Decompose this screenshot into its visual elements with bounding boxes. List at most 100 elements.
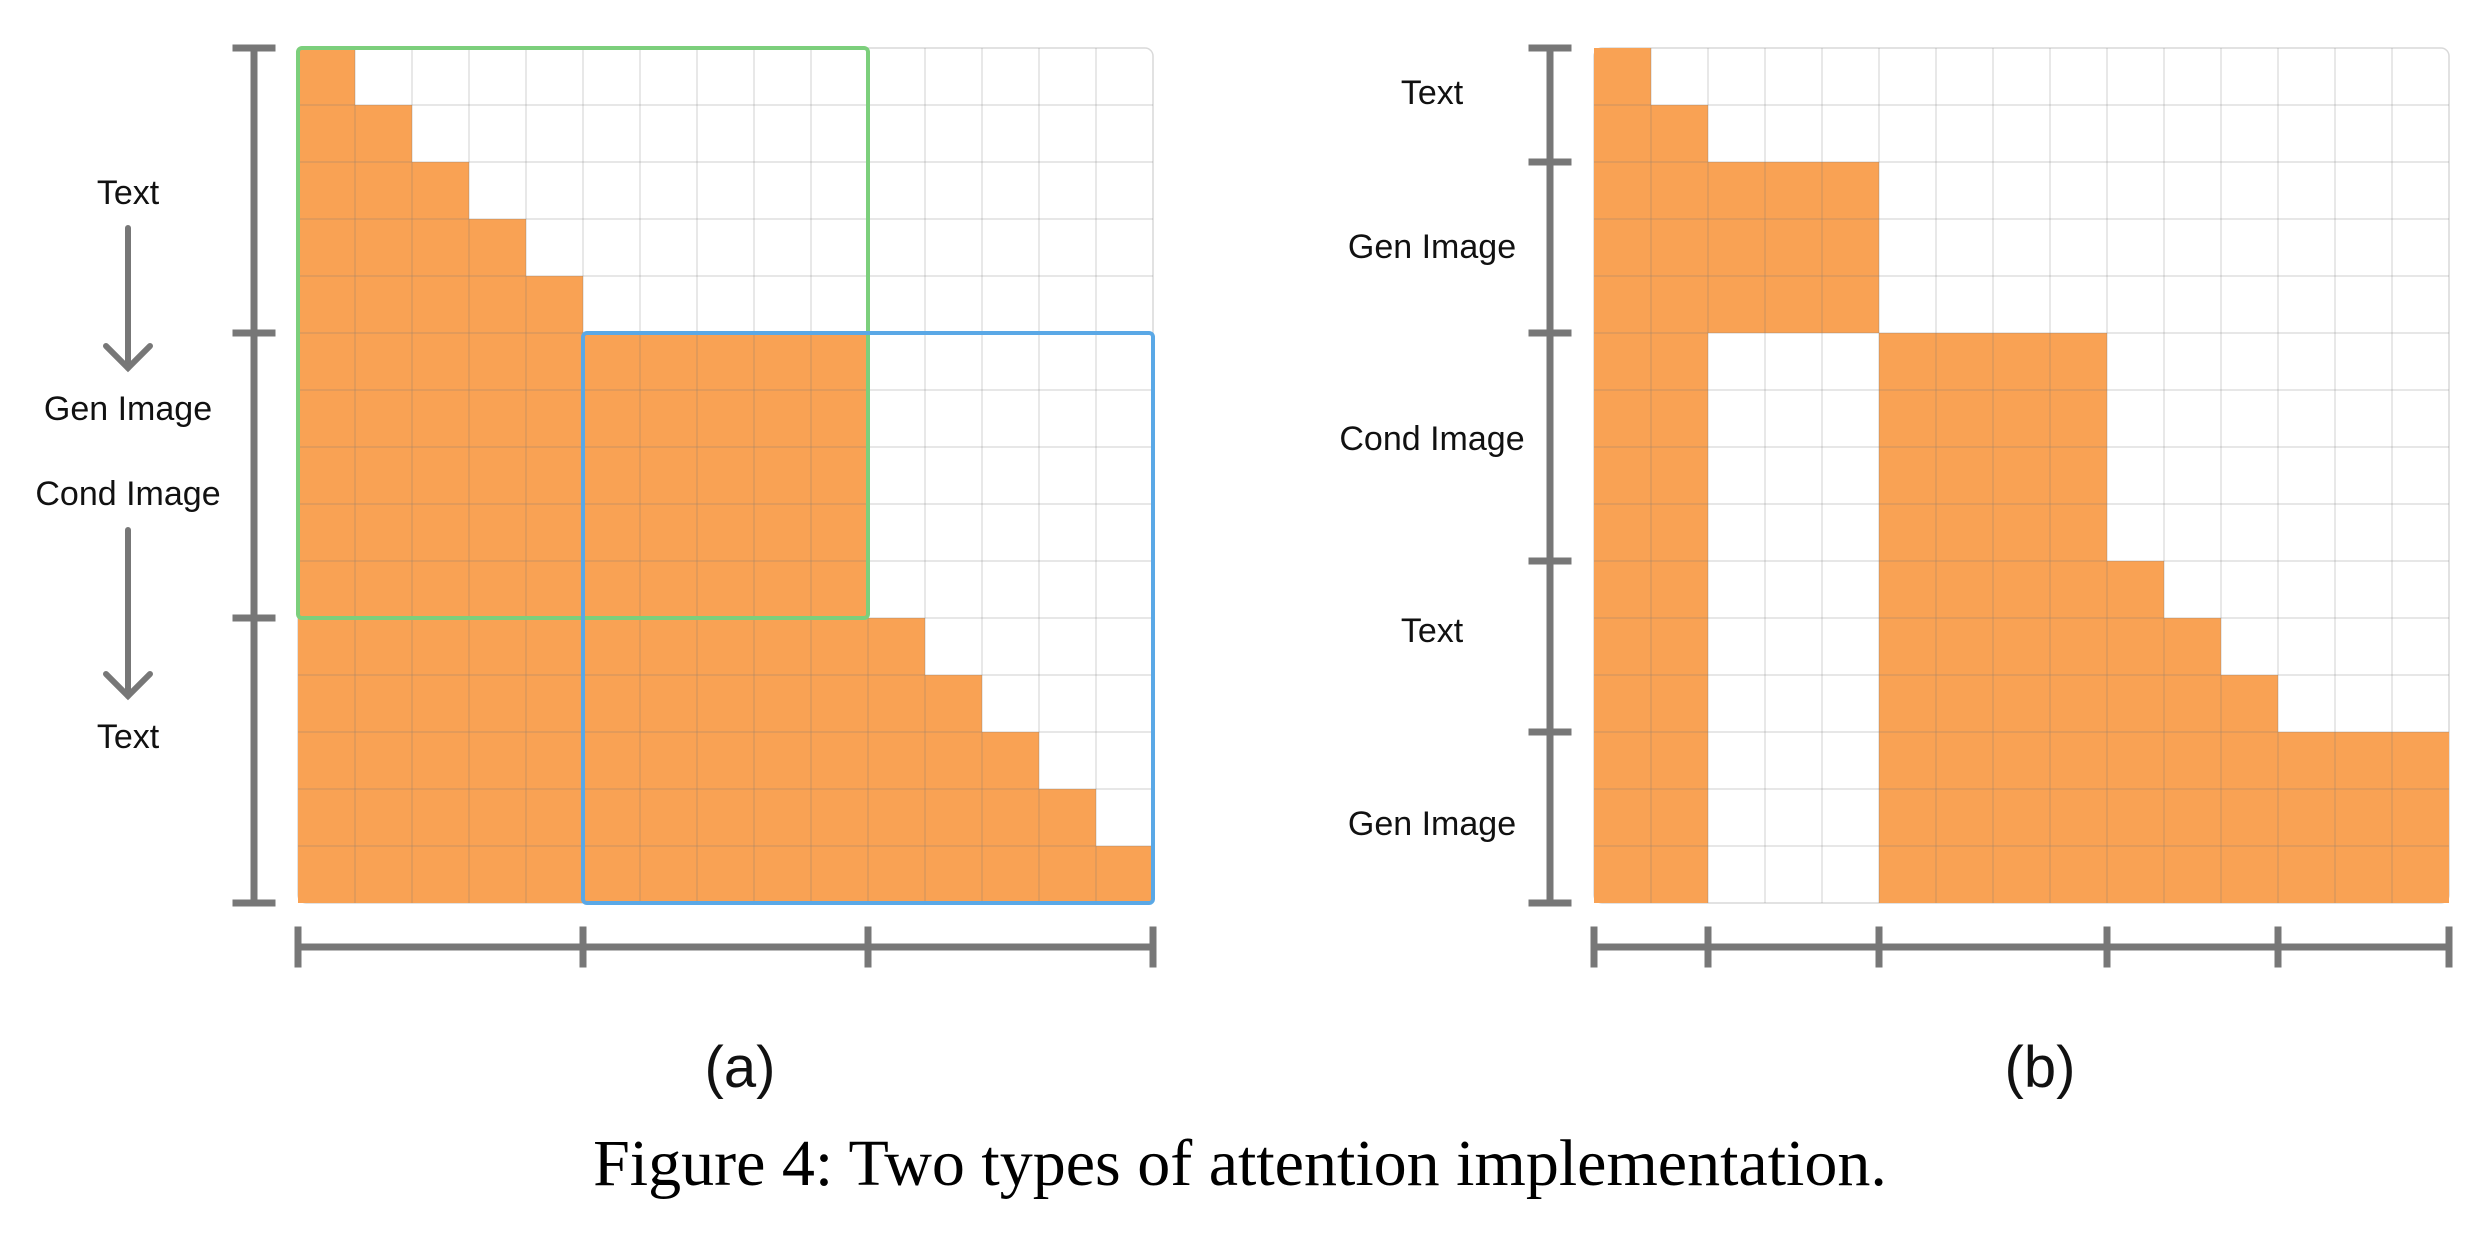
attention-cell: [298, 447, 355, 504]
attention-cell: [811, 333, 868, 390]
attention-cell: [811, 675, 868, 732]
attention-cell: [583, 333, 640, 390]
attention-cell: [925, 675, 982, 732]
attention-cell: [2164, 846, 2221, 903]
attention-cell: [1708, 219, 1765, 276]
attention-cell: [298, 333, 355, 390]
attention-cell: [1651, 675, 1708, 732]
attention-cell: [412, 447, 469, 504]
attention-cell: [298, 846, 355, 903]
attention-cell: [2221, 846, 2278, 903]
attention-cell: [1594, 276, 1651, 333]
attention-cell: [469, 219, 526, 276]
attention-cell: [1879, 618, 1936, 675]
attention-cell: [868, 846, 925, 903]
attention-cell: [811, 732, 868, 789]
attention-cell: [1594, 105, 1651, 162]
attention-cell: [2050, 618, 2107, 675]
attention-cell: [2107, 675, 2164, 732]
attention-cell: [355, 390, 412, 447]
attention-cell: [355, 276, 412, 333]
attention-cell: [1765, 219, 1822, 276]
panel-b-axes: [1528, 44, 2453, 968]
attention-cell: [469, 390, 526, 447]
attention-cell: [298, 732, 355, 789]
attention-cell: [355, 162, 412, 219]
attention-cell: [1096, 846, 1153, 903]
attention-cell: [1993, 618, 2050, 675]
attention-cell: [1039, 789, 1096, 846]
panel-b-label-gen-image-2: Gen Image: [1348, 805, 1516, 843]
attention-cell: [2164, 732, 2221, 789]
attention-cell: [2392, 846, 2449, 903]
attention-cell: [412, 789, 469, 846]
attention-cell: [469, 618, 526, 675]
attention-cell: [697, 732, 754, 789]
attention-cell: [2221, 675, 2278, 732]
attention-cell: [1651, 846, 1708, 903]
attention-cell: [526, 618, 583, 675]
attention-cell: [298, 219, 355, 276]
attention-cell: [526, 732, 583, 789]
attention-cell: [469, 333, 526, 390]
attention-cell: [754, 789, 811, 846]
attention-cell: [754, 390, 811, 447]
attention-cell: [868, 675, 925, 732]
attention-cell: [2335, 846, 2392, 903]
attention-cell: [640, 390, 697, 447]
attention-cell: [1651, 618, 1708, 675]
attention-cell: [1594, 48, 1651, 105]
attention-cell: [1822, 276, 1879, 333]
attention-cell: [2107, 732, 2164, 789]
attention-cell: [1936, 561, 1993, 618]
attention-cell: [526, 846, 583, 903]
attention-cell: [2278, 789, 2335, 846]
attention-cell: [526, 504, 583, 561]
attention-cell: [1879, 846, 1936, 903]
attention-cell: [754, 333, 811, 390]
attention-cell: [1651, 333, 1708, 390]
attention-cell: [697, 846, 754, 903]
attention-cell: [1594, 789, 1651, 846]
attention-cell: [982, 789, 1039, 846]
panel-a-axes: [232, 44, 1157, 968]
attention-cell: [2221, 789, 2278, 846]
attention-cell: [1594, 333, 1651, 390]
attention-cell: [697, 618, 754, 675]
panel-a-sublabel: (a): [705, 1035, 776, 1100]
attention-cell: [298, 105, 355, 162]
attention-cell: [2107, 789, 2164, 846]
attention-cell: [1822, 219, 1879, 276]
attention-cell: [811, 390, 868, 447]
attention-cell: [2278, 846, 2335, 903]
attention-cell: [982, 846, 1039, 903]
attention-cell: [469, 675, 526, 732]
panel-b-grid: [1593, 47, 2450, 904]
attention-cell: [868, 732, 925, 789]
attention-cell: [2278, 732, 2335, 789]
attention-cell: [2164, 675, 2221, 732]
attention-cell: [298, 675, 355, 732]
attention-cell: [2164, 789, 2221, 846]
attention-cell: [2050, 561, 2107, 618]
attention-cell: [754, 675, 811, 732]
attention-cell: [412, 675, 469, 732]
attention-cell: [412, 561, 469, 618]
attention-cell: [1936, 618, 1993, 675]
panel-b-label-text-1: Text: [1401, 74, 1464, 112]
attention-cell: [811, 504, 868, 561]
attention-cell: [1993, 390, 2050, 447]
attention-cell: [1651, 162, 1708, 219]
attention-cell: [1936, 789, 1993, 846]
blue-box: [581, 331, 1155, 905]
attention-cell: [868, 789, 925, 846]
attention-cell: [754, 846, 811, 903]
attention-cell: [1993, 732, 2050, 789]
attention-cell: [583, 846, 640, 903]
attention-cell: [925, 846, 982, 903]
attention-cell: [583, 618, 640, 675]
attention-cell: [811, 618, 868, 675]
panel-a: Text Gen Image Cond Image Text (a): [35, 44, 1157, 1100]
attention-cell: [640, 789, 697, 846]
attention-cell: [1594, 447, 1651, 504]
